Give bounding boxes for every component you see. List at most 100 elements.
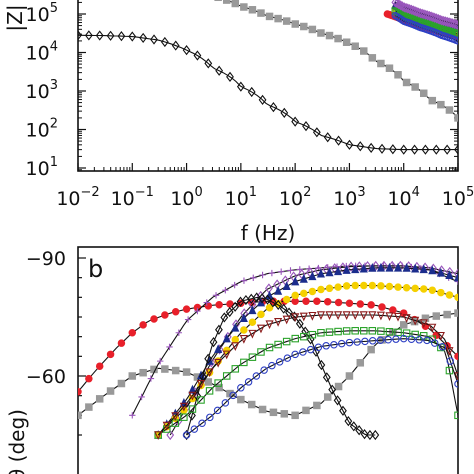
panel-b-data-point	[371, 429, 380, 441]
panel-a-data-point	[410, 144, 419, 155]
panel-a-data-point	[368, 54, 377, 62]
panel-b-data-point	[154, 431, 163, 441]
panel-b-data-point	[392, 335, 400, 343]
panel-b-data-point	[248, 329, 257, 339]
panel-b-data-point	[322, 372, 331, 383]
panel-a-series-8	[391, 0, 458, 31]
panel-a-data-point	[367, 142, 376, 153]
panel-b-data-point	[428, 265, 437, 275]
panel-b-fit-line	[186, 296, 376, 436]
panel-b-data-point	[423, 336, 431, 345]
panel-a-data-point	[150, 34, 158, 45]
panel-b-data-point	[345, 338, 354, 347]
panel-b-data-point	[220, 312, 229, 323]
panel-a-x-tick-label: 102	[279, 185, 311, 210]
panel-b-data-point	[299, 273, 308, 283]
panel-b-data-point	[237, 395, 245, 404]
panel-b-data-point	[394, 283, 402, 291]
panel-b-data-point	[363, 260, 372, 272]
panel-a-x-tick-label: 10−2	[56, 185, 99, 210]
panel-a-data-point	[117, 31, 126, 42]
panel-b-data-point	[393, 312, 403, 322]
panel-a: 10−2 10−1 100 101 102 103 104 105 1011021031041…	[3, 0, 474, 245]
panel-b-data-point	[265, 304, 274, 312]
panel-a-data-point	[171, 40, 180, 51]
panel-b-data-point	[206, 413, 214, 422]
panel-b-data-point	[445, 347, 454, 356]
panel-b-data-point	[359, 311, 368, 321]
panel-b-data-point	[399, 321, 408, 329]
panel-a-data-point	[360, 47, 368, 55]
panel-b-data-point	[197, 396, 205, 404]
panel-b-data-point	[139, 368, 147, 377]
panel-b-fit-line	[157, 330, 458, 436]
panel-b-data-point	[323, 393, 332, 401]
panel-b-data-point	[454, 268, 458, 279]
panel-b-data-point	[399, 334, 408, 343]
panel-b-data-point	[85, 403, 93, 411]
panel-a-data-point	[274, 14, 282, 23]
panel-a-data-point	[388, 144, 397, 155]
panel-b-data-point	[179, 402, 188, 412]
panel-b-data-point	[325, 328, 334, 336]
panel-b-data-point	[419, 264, 428, 274]
panel-b-data-point	[308, 330, 317, 339]
panel-a-x-tick-label: 103	[333, 185, 365, 210]
panel-a-data-point	[300, 22, 308, 31]
panel-b-data-point	[454, 352, 458, 361]
panel-b-series-7	[182, 292, 380, 441]
panel-a-data-point	[248, 6, 257, 14]
panel-b-series-8	[154, 327, 458, 439]
panel-b-data-point	[117, 379, 126, 388]
panel-b-data-point	[282, 337, 291, 346]
panel-a-data-point	[445, 106, 454, 114]
panel-a-data-point	[396, 0, 405, 11]
panel-a-data-point	[394, 71, 402, 79]
panel-b-data-point	[205, 368, 214, 378]
panel-b-data-point	[265, 320, 274, 330]
panel-b-data-point	[188, 384, 197, 394]
panel-b-data-point	[166, 429, 175, 441]
panel-b-data-point	[446, 357, 454, 365]
panel-b-label: b	[88, 255, 103, 283]
panel-b-data-point	[339, 405, 347, 416]
panel-b-data-point	[274, 286, 283, 295]
panel-b-data-point	[355, 261, 364, 272]
panel-b-data-point	[351, 264, 360, 274]
panel-b-data-point	[385, 282, 394, 291]
panel-b-data-point	[171, 366, 180, 375]
panel-b-data-point	[280, 410, 289, 418]
panel-b-data-point	[407, 335, 416, 343]
panel-a-x-tick-label: 105	[442, 185, 474, 210]
panel-b-data-point	[139, 321, 147, 329]
panel-b-data-point	[248, 305, 257, 315]
panel-b-data-point	[368, 263, 377, 272]
panel-b-data-point	[214, 358, 223, 368]
panel-a-data-point	[454, 114, 458, 122]
panel-b-data-point	[222, 350, 231, 360]
panel-a-data-point	[323, 132, 332, 143]
panel-b-data-point	[436, 267, 445, 277]
panel-b-data-point	[95, 362, 104, 370]
panel-b-data-point	[355, 425, 364, 436]
panel-b-data-point	[258, 293, 266, 304]
panel-b-data-point	[339, 262, 347, 273]
panel-b-data-point	[378, 303, 386, 311]
panel-a-data-point	[193, 50, 202, 61]
panel-b-data-point	[301, 326, 310, 337]
panel-b-data-point	[212, 292, 220, 299]
panel-b-data-point	[229, 391, 237, 400]
panel-a-data-point	[160, 36, 169, 48]
panel-b-data-point	[419, 319, 428, 329]
panel-a-series-7	[391, 12, 458, 45]
panel-b-data-point	[437, 288, 445, 297]
panel-b-data-point	[214, 344, 223, 354]
panel-b-data-point	[283, 354, 292, 362]
panel-b-data-point	[317, 285, 325, 294]
panel-b-data-point	[445, 291, 454, 299]
panel-b-data-point	[180, 413, 188, 421]
panel-b-series-3	[129, 262, 458, 419]
panel-a-data-point	[428, 96, 437, 105]
panel-a-data-point	[421, 144, 430, 155]
panel-b-data-point	[306, 345, 315, 354]
